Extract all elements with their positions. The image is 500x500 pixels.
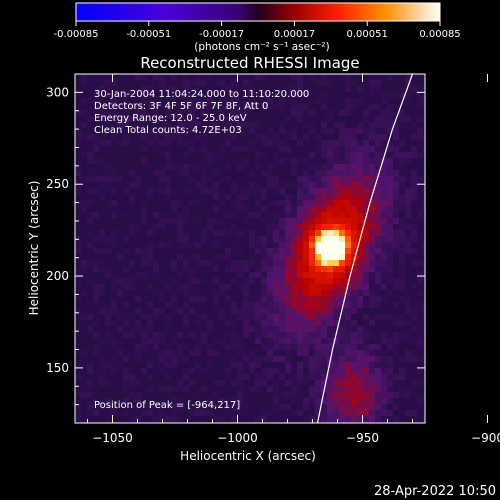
x-axis-label: Heliocentric X (arcsec) (180, 449, 316, 463)
y-tick-label: 250 (46, 177, 69, 191)
colorbar (75, 2, 441, 22)
colorbar-tick-label: 0.00017 (274, 29, 315, 40)
colorbar-ticks: -0.00085 -0.00051 -0.00017 0.00017 0.00051 0.… (54, 21, 461, 40)
x-axis: −1050 −1000 −950 −900 (87, 74, 500, 445)
y-tick-label: 150 (46, 361, 69, 375)
y-tick-label: 200 (46, 269, 69, 283)
info-line: 30-Jan-2004 11:04:24.000 to 11:10:20.000 (94, 89, 309, 100)
colorbar-tick-label: 0.00051 (347, 29, 388, 40)
info-line: Clean Total counts: 4.72E+03 (94, 125, 242, 136)
y-axis: 150 200 250 300 (46, 73, 425, 406)
peak-position-label: Position of Peak = [-964,217] (94, 400, 240, 411)
colorbar-tick-label: -0.00085 (54, 29, 99, 40)
x-tick-label: −1050 (92, 431, 133, 445)
plot-frame (74, 73, 426, 424)
info-line: Detectors: 3F 4F 5F 6F 7F 8F, Att 0 (94, 101, 268, 112)
y-axis-label: Heliocentric Y (arcsec) (27, 181, 41, 316)
colorbar-tick-label: -0.00051 (126, 29, 171, 40)
solar-limb-line (316, 74, 414, 423)
colorbar-unit-label: (photons cm⁻² s⁻¹ asec⁻²) (194, 41, 329, 53)
footer-timestamp: 28-Apr-2022 10:50 (374, 484, 496, 499)
info-line: Energy Range: 12.0 - 25.0 keV (94, 113, 247, 124)
heatmap-image (75, 74, 425, 423)
colorbar-tick-label: -0.00017 (199, 29, 244, 40)
x-tick-label: −950 (346, 431, 379, 445)
colorbar-tick-label: 0.00085 (419, 29, 460, 40)
y-tick-label: 300 (46, 85, 69, 99)
x-tick-label: −900 (471, 431, 500, 445)
observation-info: 30-Jan-2004 11:04:24.000 to 11:10:20.000… (94, 89, 309, 136)
chart-title: Reconstructed RHESSI Image (140, 54, 359, 72)
x-tick-label: −1000 (217, 431, 258, 445)
